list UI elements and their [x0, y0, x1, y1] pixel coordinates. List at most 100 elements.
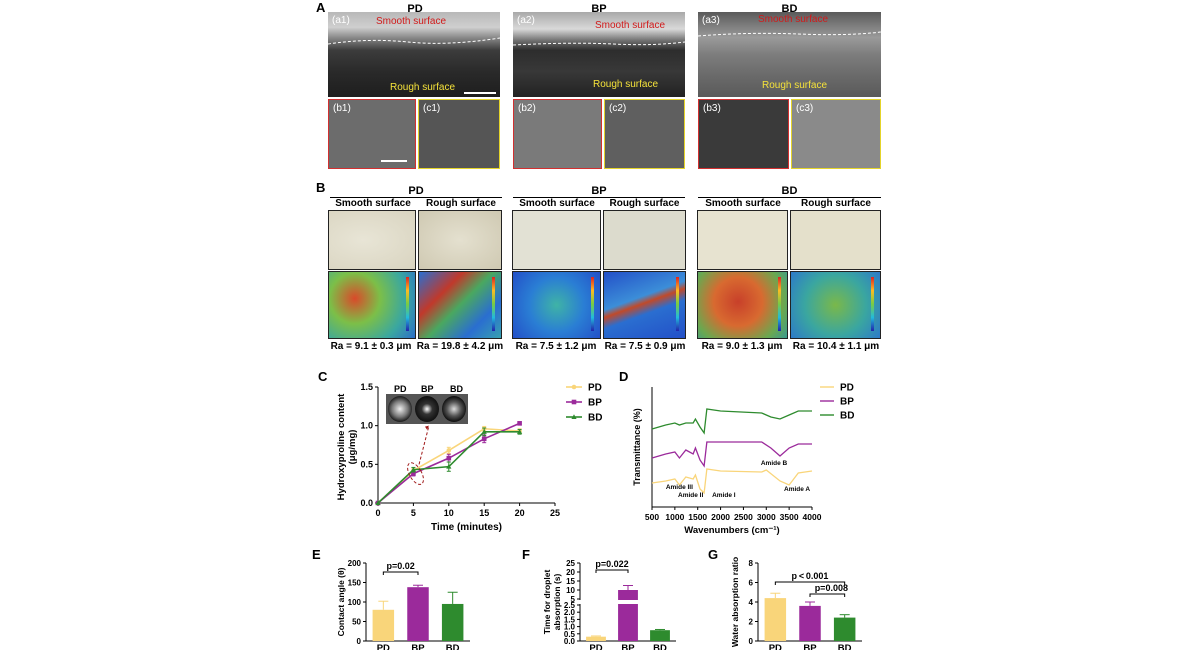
- y-tick-label: 10: [566, 586, 575, 595]
- inset-label-pd: PD: [394, 384, 407, 394]
- colorbar: [591, 277, 594, 331]
- y-axis-label: Time for dropletabsorption (s): [542, 570, 562, 635]
- heatmap-bd-rough: [790, 271, 881, 339]
- heatmap-bp-smooth: [512, 271, 601, 339]
- y-tick-label: 100: [348, 598, 362, 607]
- legend-label: PD: [588, 383, 602, 394]
- data-point: [517, 421, 522, 426]
- colorbar: [676, 277, 679, 331]
- significance-bracket: [774, 581, 846, 585]
- heatmap-bp-rough: [603, 271, 686, 339]
- x-tick-label: 500: [645, 512, 659, 522]
- legend-marker: [571, 384, 577, 390]
- inset-label-bp: BP: [421, 384, 434, 394]
- bar-bd: [833, 617, 856, 641]
- y-tick-label: 20: [566, 568, 575, 577]
- y-tick-label: 200: [348, 559, 362, 568]
- y-tick-label: 8: [749, 559, 754, 568]
- smooth-surface-label: Smooth surface: [595, 20, 666, 31]
- colorbar: [406, 277, 409, 331]
- annotation-label: Amide I: [712, 492, 736, 499]
- x-tick-label: BD: [838, 643, 852, 650]
- x-tick-label: 2500: [734, 512, 753, 522]
- panel-f-letter: F: [522, 547, 530, 562]
- data-point: [446, 455, 452, 461]
- sem-label-b1: (b1): [333, 103, 351, 114]
- panel-c-letter: C: [318, 369, 328, 384]
- x-tick-label: BD: [446, 643, 460, 650]
- ra-value-pd-smooth: Ra = 9.1 ± 0.3 μm: [330, 341, 412, 352]
- panel-e-letter: E: [312, 547, 321, 562]
- legend-label: BP: [588, 398, 602, 409]
- x-tick-label: 3500: [780, 512, 799, 522]
- y-tick-label: 2.0: [564, 608, 576, 617]
- y-tick-label: 2.5: [564, 601, 576, 610]
- sem-label-b3: (b3): [703, 103, 721, 114]
- bar-bd: [441, 603, 464, 641]
- sem-label-b2: (b2): [518, 103, 536, 114]
- y-tick-label: 150: [348, 579, 362, 588]
- data-point: [481, 436, 487, 442]
- annotation-label: Amide A: [784, 486, 810, 493]
- annotation-label: Amide II: [678, 492, 703, 499]
- ra-value-bd-smooth: Ra = 9.0 ± 1.3 μm: [701, 341, 783, 352]
- panel-a-letter: A: [316, 0, 326, 15]
- photo-bd-smooth: [697, 210, 788, 270]
- sem-image-c2: (c2): [604, 99, 685, 169]
- y-tick-label: 1.0: [360, 421, 373, 431]
- p-value-label: p=0.02: [387, 561, 415, 571]
- bar-bp: [618, 590, 638, 641]
- x-tick-label: 0: [375, 508, 380, 518]
- inset-droplet-images: [386, 394, 468, 424]
- rough-surface-label: Rough surface: [762, 80, 828, 91]
- y-axis-label: Hydroxyproline content(μg/mg): [336, 393, 358, 500]
- colorbar: [778, 277, 781, 331]
- p-value-label: p < 0.001: [792, 571, 829, 581]
- sem-label-c3: (c3): [796, 103, 814, 114]
- legend-marker: [571, 414, 577, 419]
- sem-image-b2: (b2): [513, 99, 602, 169]
- x-axis-label: Wavenumbers (cm⁻¹): [684, 525, 779, 536]
- y-tick-label: 0.5: [360, 459, 373, 469]
- y-tick-label: 4: [749, 598, 754, 607]
- x-tick-label: PD: [589, 643, 602, 650]
- x-tick-label: 1500: [688, 512, 707, 522]
- bar-pd: [372, 609, 395, 641]
- sem-label-c2: (c2): [609, 103, 627, 114]
- photo-bd-rough: [790, 210, 881, 270]
- y-tick-label: 0.0: [564, 637, 576, 646]
- y-axis-label-line: Time for droplet: [542, 570, 552, 635]
- x-tick-label: 3000: [757, 512, 776, 522]
- y-tick-label: 5: [571, 595, 576, 604]
- legend-marker: [571, 399, 577, 405]
- y-tick-label: 6: [749, 579, 754, 588]
- chart-d: 500 1000 1500 2000 2500 3000 3500 4000 Wavenumbe…: [632, 383, 854, 537]
- y-tick-label: 0.0: [360, 498, 373, 508]
- heatmap-pd-smooth: [328, 271, 416, 339]
- y-axis-label-line: absorption (s): [552, 574, 562, 631]
- y-tick-label: 50: [352, 618, 361, 627]
- chart-c: 0 5 10 15 20 25 0.0 0.5 1.0 1.5 Time (minutes) Hydr…: [336, 382, 602, 533]
- sem-image-a2: (a2) Smooth surface Rough surface: [513, 12, 685, 97]
- y-tick-label: 0: [749, 637, 754, 646]
- sem-label-a1: (a1): [332, 15, 350, 26]
- sem-label-a2: (a2): [517, 15, 535, 26]
- bar-bd: [650, 630, 670, 641]
- scale-bar: [464, 92, 496, 94]
- x-tick-label: 25: [550, 508, 560, 518]
- chart-g: 0 2 4 6 8 PD BP BD Water absorption ratio p < 0.0…: [730, 557, 862, 650]
- y-tick-label: 2: [749, 618, 754, 627]
- photo-pd-smooth: [328, 210, 416, 270]
- legend-label: BD: [588, 413, 602, 424]
- legend-label: BD: [840, 411, 854, 422]
- ra-value-bp-smooth: Ra = 7.5 ± 1.2 μm: [515, 341, 597, 352]
- surface-boundary-line: [328, 37, 500, 45]
- y-axis-label-line1: Hydroxyproline content: [336, 393, 347, 500]
- scale-bar: [381, 160, 407, 162]
- p-value-label: p=0.022: [595, 559, 628, 569]
- surface-boundary-line: [513, 41, 685, 46]
- y-axis-label-line: Water absorption ratio: [730, 557, 740, 647]
- x-tick-label: 15: [479, 508, 489, 518]
- x-tick-label: PD: [769, 643, 782, 650]
